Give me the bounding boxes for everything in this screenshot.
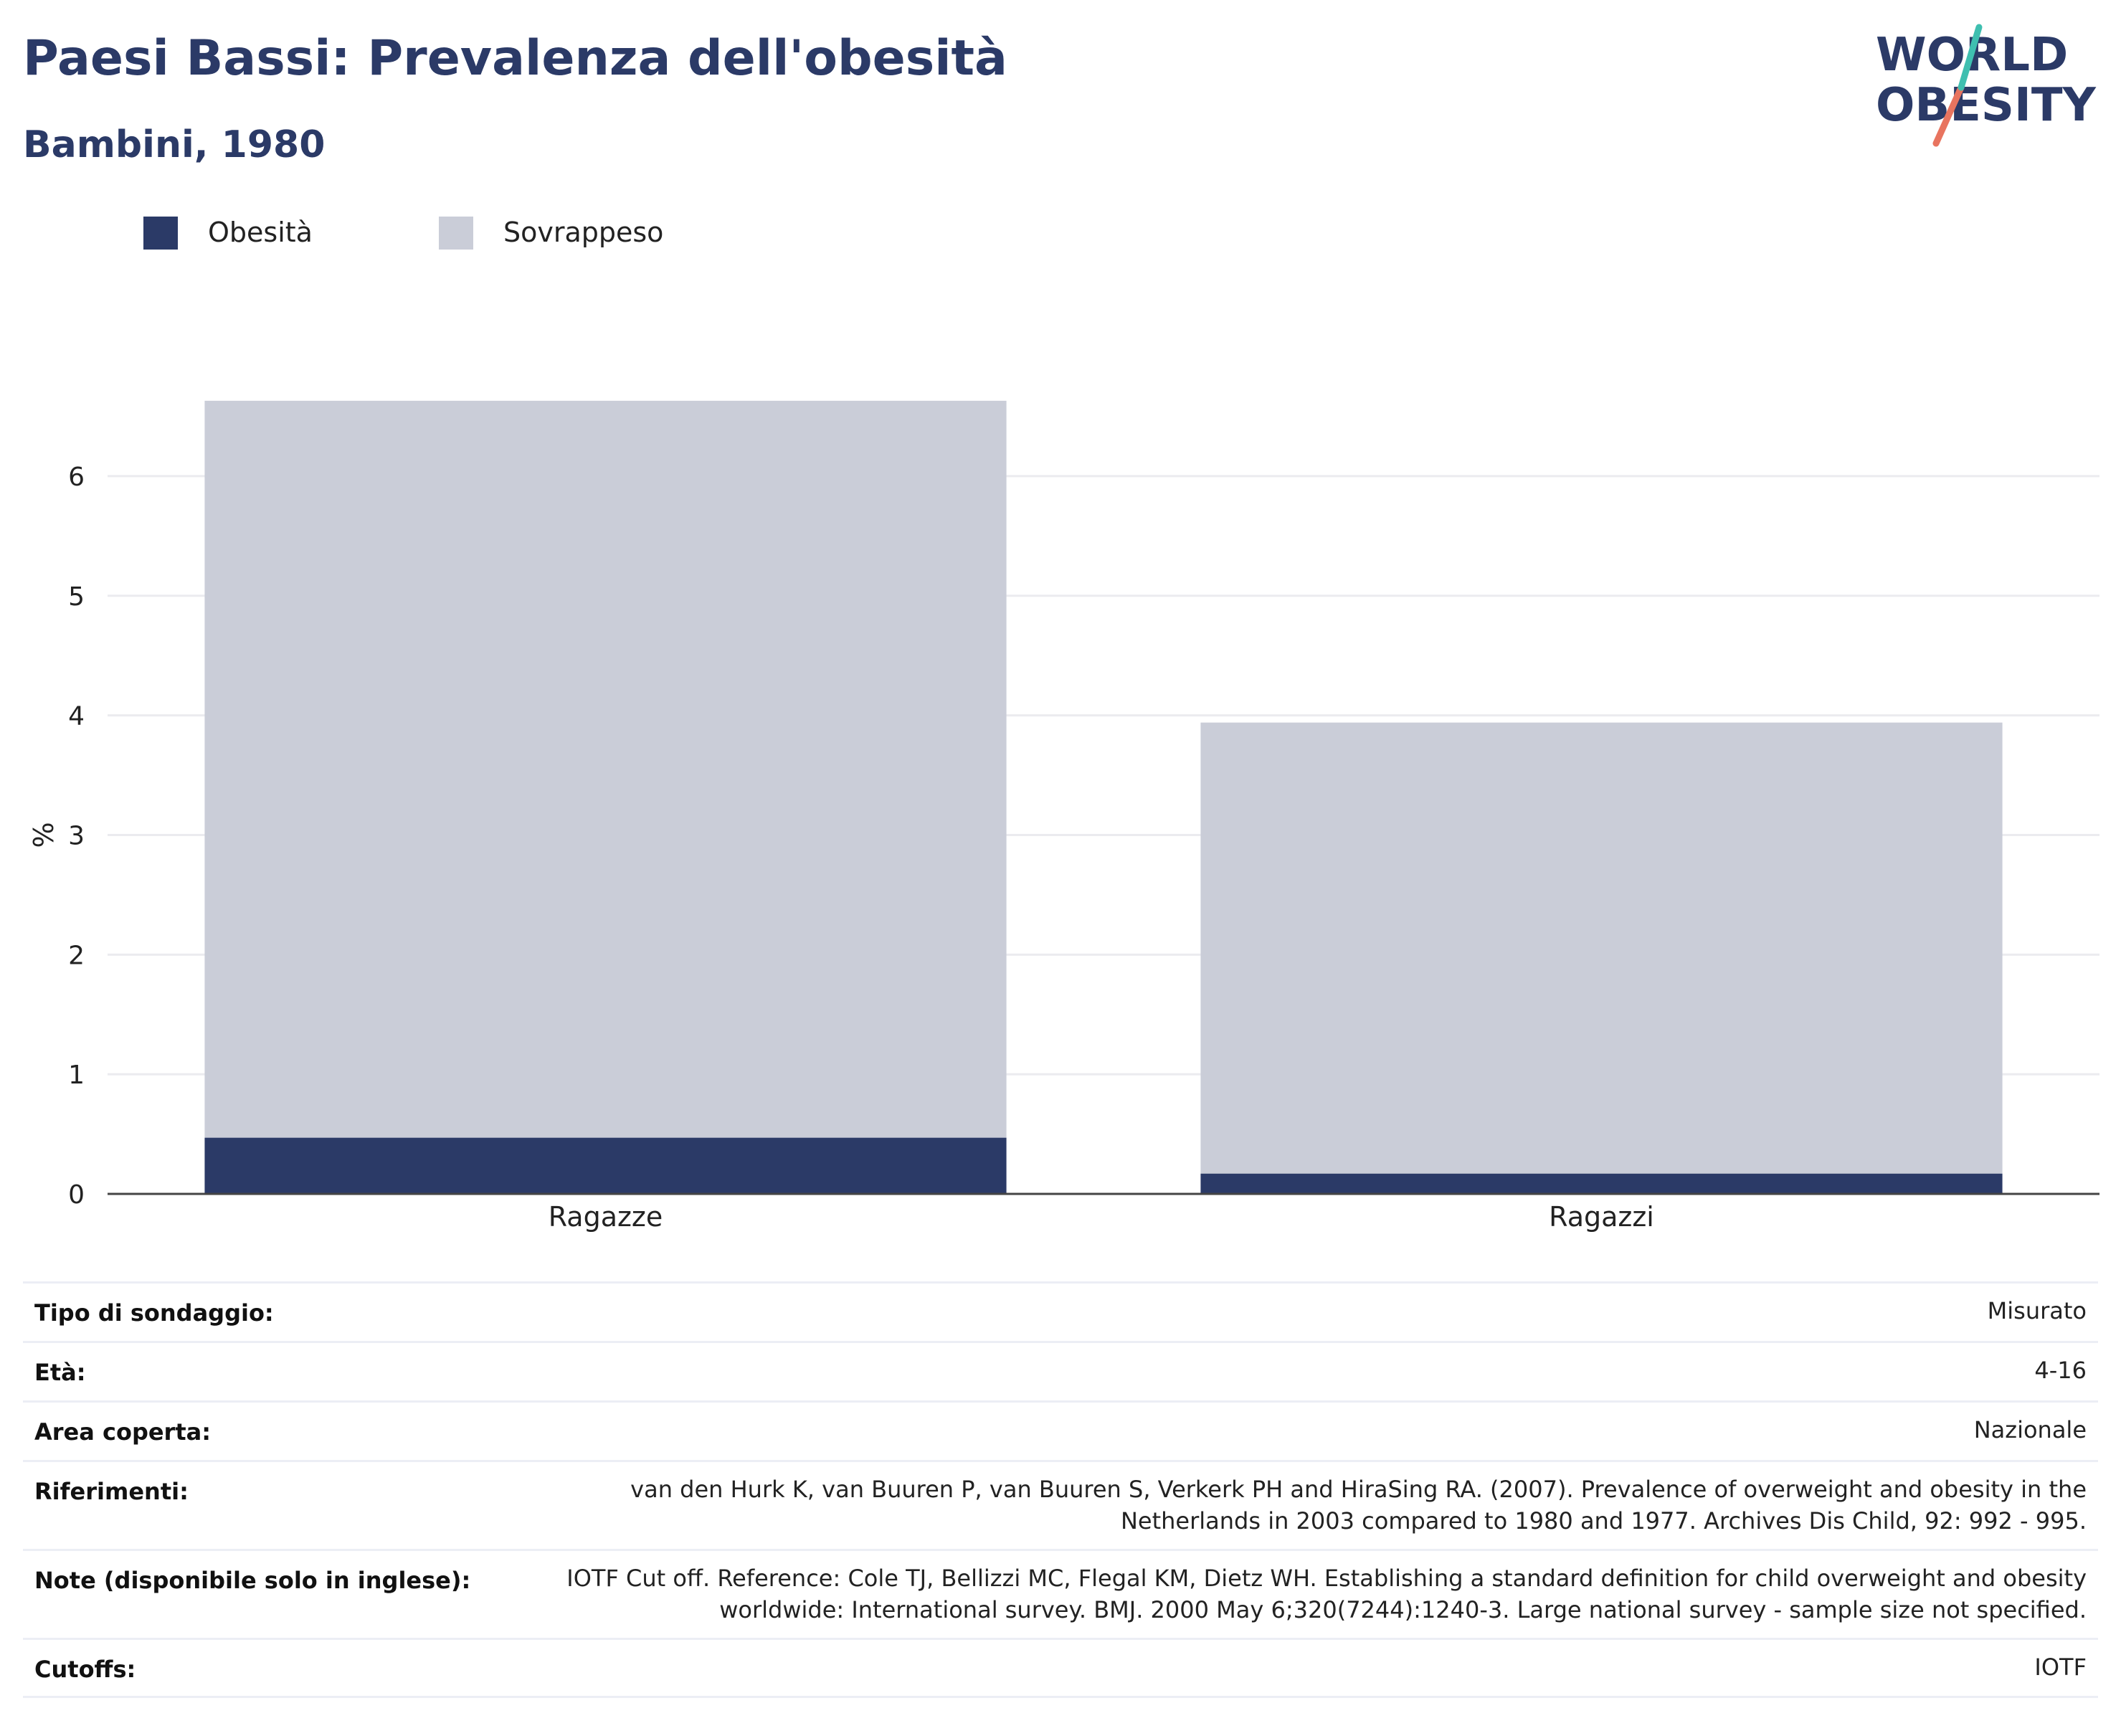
y-tick-label: 6 [68, 463, 85, 492]
legend-label-sovrappeso: Sovrappeso [503, 217, 664, 248]
info-value: IOTF Cut off. Reference: Cole TJ, Belliz… [566, 1562, 2087, 1626]
legend-swatch-sovrappeso [439, 217, 473, 250]
info-label: Note (disponibile solo in inglese): [34, 1567, 471, 1594]
info-label: Area coperta: [34, 1418, 212, 1446]
info-value-line: worldwide: International survey. BMJ. 20… [719, 1596, 2087, 1623]
info-value-line: IOTF [2034, 1654, 2087, 1681]
info-table: Tipo di sondaggio: Misurato Età: 4-16 Area c… [23, 1281, 2098, 1698]
info-value: van den Hurk K, van Buuren P, van Buuren… [630, 1474, 2087, 1537]
world-obesity-logo: WORLD OBESITY [1876, 24, 2096, 147]
info-row: Età: 4-16 [23, 1341, 2098, 1400]
info-value-line: IOTF Cut off. Reference: Cole TJ, Belliz… [566, 1565, 2087, 1592]
y-axis-label: % [28, 822, 60, 848]
chart-subtitle: Bambini, 1980 [23, 123, 326, 166]
x-tick-label: Ragazzi [1549, 1201, 1654, 1233]
y-tick-label: 4 [68, 702, 85, 731]
info-label: Cutoffs: [34, 1656, 136, 1683]
info-row: Riferimenti: van den Hurk K, van Buuren P… [23, 1460, 2098, 1549]
info-row: Area coperta: Nazionale [23, 1400, 2098, 1460]
info-value-line: Netherlands in 2003 compared to 1980 and… [1120, 1507, 2087, 1535]
info-row: Tipo di sondaggio: Misurato [23, 1281, 2098, 1341]
svg-text:OBESITY: OBESITY [1876, 79, 2096, 132]
info-row: Cutoffs: IOTF [23, 1638, 2098, 1698]
info-value-line: van den Hurk K, van Buuren P, van Buuren… [630, 1476, 2087, 1503]
y-tick-label: 2 [68, 941, 85, 970]
bar-sovrappeso-ragazzi [1200, 722, 2003, 1174]
y-tick-label: 5 [68, 582, 85, 612]
y-tick-label: 1 [68, 1061, 85, 1090]
info-label: Tipo di sondaggio: [34, 1299, 274, 1327]
info-value: 4-16 [2034, 1355, 2087, 1386]
info-label: Riferimenti: [34, 1478, 189, 1505]
info-label: Età: [34, 1359, 86, 1386]
y-tick-label: 3 [68, 822, 85, 851]
bar-obesita-ragazzi [1200, 1173, 2003, 1194]
info-value: IOTF [2034, 1651, 2087, 1683]
info-value: Nazionale [1974, 1414, 2087, 1446]
bar-obesita-ragazze [204, 1137, 1007, 1194]
bar-sovrappeso-ragazze [204, 400, 1007, 1138]
legend-swatch-obesita [143, 217, 178, 250]
chart-title: Paesi Bassi: Prevalenza dell'obesità [23, 30, 1007, 87]
y-tick-label: 0 [68, 1180, 85, 1210]
bar-chart: 0 1 2 3 4 5 6% Ragazze Ragazzi [28, 400, 2099, 1233]
x-tick-label: Ragazze [549, 1201, 663, 1233]
info-value: Misurato [1988, 1295, 2087, 1327]
info-value-line: 4-16 [2034, 1357, 2087, 1384]
info-value-line: Nazionale [1973, 1416, 2087, 1443]
info-row: Note (disponibile solo in inglese): IOTF … [23, 1549, 2098, 1638]
info-value-line: Misurato [1987, 1297, 2087, 1324]
legend-label-obesita: Obesità [208, 217, 313, 248]
